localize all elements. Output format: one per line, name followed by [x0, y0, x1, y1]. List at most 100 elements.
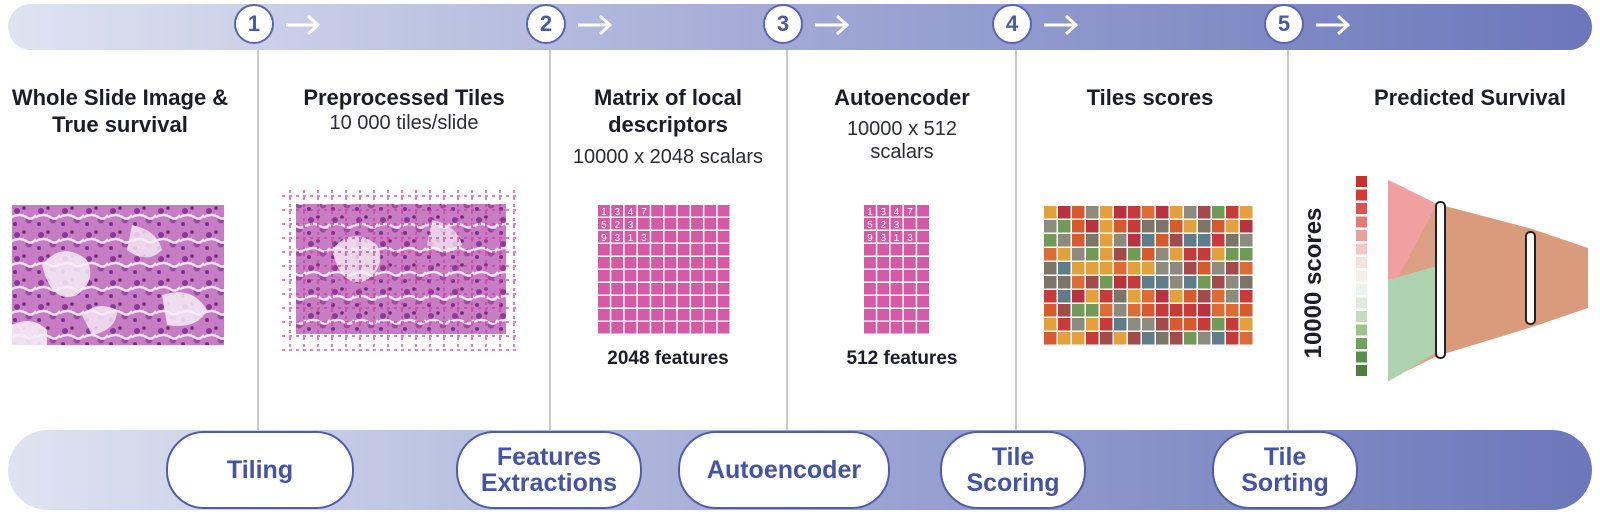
matrix-cell — [890, 218, 903, 230]
matrix-cell — [903, 322, 916, 334]
matrix-cell — [651, 309, 663, 321]
matrix-cell — [598, 231, 610, 243]
matrix-cell — [624, 270, 637, 282]
tile-score-cell — [1086, 220, 1099, 233]
matrix-cell — [917, 296, 929, 308]
tile-score-cell — [1156, 262, 1169, 275]
tile-score-cell — [1100, 332, 1113, 345]
matrix-cell — [877, 309, 890, 321]
tile-score-cell — [1240, 304, 1253, 317]
tile-score-cell — [1100, 318, 1113, 331]
tile-score-cell — [1058, 206, 1071, 219]
stage-autoencoder: Autoencoder — [678, 431, 890, 509]
matrix-cell — [864, 218, 876, 230]
matrix-value: 4 — [894, 207, 900, 218]
tile-score-cell — [1058, 248, 1071, 261]
tile-score-cell — [1142, 332, 1155, 345]
tile-score-cell — [1198, 262, 1211, 275]
tile-score-cell — [1128, 304, 1141, 317]
matrix-cell — [598, 218, 610, 230]
tile-score-cell — [1170, 262, 1183, 275]
matrix-cell — [598, 270, 610, 282]
matrix-value: 3 — [628, 220, 634, 231]
matrix-cell — [611, 283, 624, 295]
tile-score-cell — [1184, 304, 1197, 317]
tile-score-cell — [1100, 220, 1113, 233]
matrix-cell — [890, 205, 903, 217]
tile-score-cell — [1128, 290, 1141, 303]
matrix-cell — [864, 283, 876, 295]
matrix-cell — [890, 283, 903, 295]
matrix-cell — [637, 283, 650, 295]
matrix-cell — [864, 296, 876, 308]
matrix-value: 2 — [614, 220, 620, 231]
matrix-cell — [717, 296, 730, 308]
tile-score-cell — [1226, 304, 1239, 317]
tile-score-cell — [1142, 318, 1155, 331]
matrix-cell — [903, 296, 916, 308]
matrix-subtitle: 10000 x 2048 scalars — [572, 146, 764, 168]
score-square — [1356, 365, 1367, 376]
matrix-cell — [624, 309, 637, 321]
tile-score-cell — [1198, 220, 1211, 233]
matrix-cell — [903, 244, 916, 256]
tile-score-cell — [1128, 262, 1141, 275]
matrix-cell — [677, 296, 690, 308]
preprocessed-tiles-image — [282, 190, 518, 351]
tile-score-cell — [1156, 276, 1169, 289]
tile-score-cell — [1240, 276, 1253, 289]
arrow-right-icon — [1316, 14, 1351, 36]
tile-score-cell — [1044, 206, 1057, 219]
score-square — [1356, 351, 1367, 363]
tile-score-cell — [1240, 206, 1253, 219]
tile-score-cell — [1114, 318, 1127, 331]
tile-score-cell — [1072, 276, 1085, 289]
matrix-cell — [664, 322, 677, 334]
matrix-value: 7 — [641, 207, 647, 218]
tile-score-cell — [1226, 206, 1239, 219]
matrix-value: 3 — [894, 220, 900, 231]
step-4-badge: 4 — [992, 4, 1032, 44]
matrix-cell — [637, 296, 650, 308]
tile-score-cell — [1128, 234, 1141, 247]
tile-score-cell — [1086, 290, 1099, 303]
matrix-cell — [890, 270, 903, 282]
tile-scores-title: Tiles scores — [1086, 85, 1214, 110]
tile-score-cell — [1058, 262, 1071, 275]
score-square — [1356, 203, 1367, 214]
tile-score-cell — [1072, 234, 1085, 247]
tile-score-cell — [1072, 318, 1085, 331]
score-square — [1356, 284, 1367, 295]
tile-score-cell — [1240, 248, 1253, 261]
tile-score-cell — [1212, 206, 1225, 219]
matrix-cell — [704, 270, 717, 282]
tile-score-cell — [1072, 248, 1085, 261]
tile-score-cell — [1184, 262, 1197, 275]
tile-score-cell — [1226, 262, 1239, 275]
matrix-cell — [704, 244, 717, 256]
matrix-cell — [611, 218, 624, 230]
matrix-cell — [903, 270, 916, 282]
tile-score-cell — [1142, 248, 1155, 261]
matrix-cell — [717, 283, 730, 295]
matrix-cell — [864, 244, 876, 256]
tile-score-cell — [1044, 304, 1057, 317]
matrix-cell — [717, 270, 730, 282]
matrix-cell — [664, 309, 677, 321]
tile-score-cell — [1114, 220, 1127, 233]
tile-score-cell — [1184, 220, 1197, 233]
tile-score-cell — [1198, 290, 1211, 303]
autoencoder-title: Autoencoder — [834, 85, 970, 110]
tile-score-cell — [1156, 220, 1169, 233]
tile-score-cell — [1100, 206, 1113, 219]
matrix-cell — [651, 231, 663, 243]
tile-score-cell — [1100, 248, 1113, 261]
tile-score-cell — [1114, 304, 1127, 317]
matrix-value: 1 — [894, 233, 900, 244]
tile-score-cell — [1086, 332, 1099, 345]
matrix-value: 4 — [628, 207, 634, 218]
score-square — [1356, 257, 1367, 268]
matrix-cell — [717, 322, 730, 334]
tile-score-cell — [1184, 318, 1197, 331]
tile-score-cell — [1226, 318, 1239, 331]
